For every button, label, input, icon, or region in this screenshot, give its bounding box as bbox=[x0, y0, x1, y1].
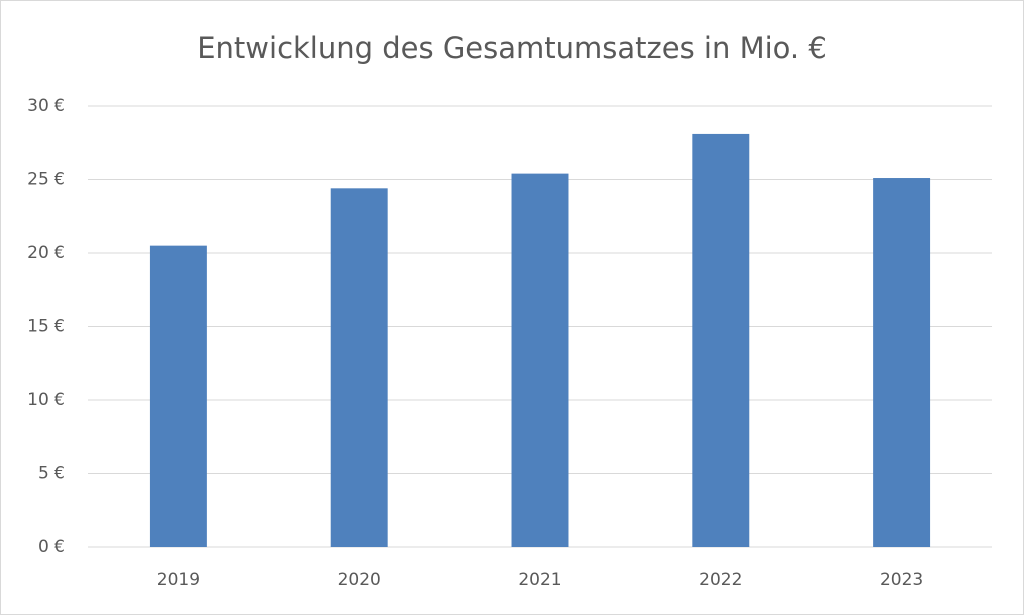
bar bbox=[692, 133, 750, 547]
x-tick-label: 2022 bbox=[699, 570, 742, 590]
chart-title: Entwicklung des Gesamtumsatzes in Mio. € bbox=[197, 31, 827, 65]
x-tick-label: 2023 bbox=[880, 570, 923, 590]
bar bbox=[330, 188, 388, 547]
x-tick-label: 2021 bbox=[518, 570, 561, 590]
bar bbox=[873, 178, 931, 547]
y-tick-label: 10 € bbox=[27, 390, 65, 410]
bar bbox=[149, 245, 207, 547]
bar bbox=[511, 173, 569, 547]
y-tick-label: 20 € bbox=[27, 243, 65, 263]
y-tick-label: 30 € bbox=[27, 96, 65, 116]
x-tick-label: 2020 bbox=[338, 570, 381, 590]
y-tick-label: 25 € bbox=[27, 170, 65, 190]
y-tick-label: 5 € bbox=[38, 464, 65, 484]
y-tick-label: 0 € bbox=[38, 537, 65, 557]
y-tick-label: 15 € bbox=[27, 317, 65, 337]
x-tick-label: 2019 bbox=[157, 570, 200, 590]
